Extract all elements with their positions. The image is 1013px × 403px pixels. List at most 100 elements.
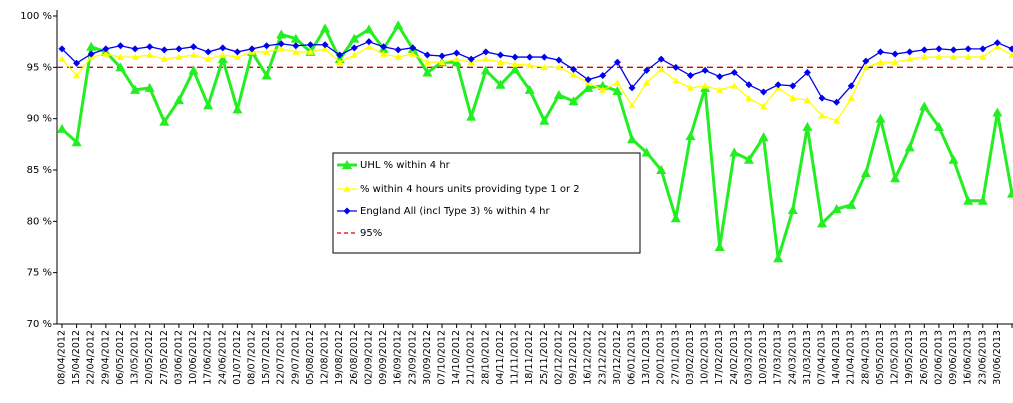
x-tick-label: 26/08/2012 [349, 330, 360, 385]
marker [833, 117, 841, 124]
x-tick-label: 18/11/2012 [524, 330, 535, 385]
x-tick-label: 01/07/2012 [232, 330, 243, 385]
marker [553, 90, 564, 100]
marker [495, 79, 506, 89]
marker [760, 102, 768, 110]
marker [597, 80, 608, 90]
marker [891, 50, 899, 58]
marker [627, 134, 637, 144]
marker [686, 72, 694, 80]
marker [510, 64, 521, 74]
marker [320, 23, 331, 33]
marker [263, 42, 271, 50]
marker [964, 45, 972, 53]
y-tick-label: 75 % [27, 268, 52, 279]
marker [950, 53, 958, 60]
marker [175, 53, 183, 60]
marker [511, 53, 519, 61]
x-tick-label: 16/06/2013 [963, 330, 974, 385]
marker [380, 43, 388, 51]
marker [321, 41, 329, 49]
marker [173, 95, 184, 105]
marker [875, 113, 886, 123]
marker [643, 66, 651, 74]
marker [714, 242, 725, 251]
marker [394, 53, 402, 60]
marker [672, 63, 680, 71]
x-tick-label: 02/09/2012 [363, 330, 374, 385]
marker [423, 51, 431, 59]
marker [818, 94, 826, 102]
series [58, 43, 1013, 124]
marker [263, 48, 271, 55]
marker [482, 48, 490, 56]
marker [876, 48, 884, 56]
marker [920, 53, 928, 60]
marker [480, 65, 491, 75]
x-tick-label: 21/04/2013 [846, 330, 857, 385]
marker [393, 20, 404, 30]
x-tick-label: 14/04/2013 [831, 330, 842, 385]
marker [409, 50, 417, 57]
marker [219, 44, 227, 52]
marker [190, 43, 198, 51]
marker [745, 81, 753, 89]
marker [204, 55, 212, 62]
marker [86, 41, 97, 51]
x-tick-label: 23/12/2012 [597, 330, 608, 385]
marker [144, 82, 155, 92]
marker [146, 43, 154, 51]
x-tick-label: 19/05/2013 [904, 330, 915, 385]
marker [350, 51, 358, 58]
marker [584, 76, 592, 84]
marker [773, 253, 784, 263]
x-tick-label: 28/10/2012 [480, 330, 491, 385]
marker [789, 94, 797, 101]
x-tick-label: 09/09/2012 [378, 330, 389, 385]
x-tick-label: 05/08/2012 [305, 330, 316, 385]
marker [670, 213, 681, 223]
x-tick-label: 23/09/2012 [407, 330, 418, 385]
x-tick-label: 22/04/2012 [86, 330, 97, 385]
marker [643, 79, 651, 86]
x-tick-label: 16/12/2012 [583, 330, 594, 385]
marker [862, 57, 870, 65]
marker [730, 68, 738, 76]
marker [641, 147, 652, 157]
marker [760, 88, 768, 96]
legend-box [332, 152, 641, 254]
marker [599, 86, 607, 93]
marker [919, 101, 930, 111]
marker [993, 43, 1001, 50]
marker [774, 81, 782, 89]
marker [73, 59, 81, 67]
marker [992, 107, 1003, 117]
marker [71, 137, 82, 147]
marker [803, 96, 811, 103]
x-tick-label: 28/04/2013 [860, 330, 871, 385]
marker [906, 55, 914, 62]
marker [555, 63, 563, 71]
x-tick-label: 15/04/2012 [71, 330, 82, 385]
marker [349, 33, 360, 43]
marker [422, 67, 433, 77]
x-tick-label: 30/09/2012 [422, 330, 433, 385]
marker [350, 44, 358, 52]
x-tick-label: 12/05/2013 [890, 330, 901, 385]
marker [979, 53, 987, 60]
marker [950, 46, 958, 54]
marker [306, 48, 314, 55]
marker [453, 49, 461, 57]
marker [729, 147, 740, 157]
marker [102, 50, 110, 57]
marker [847, 94, 855, 101]
marker [977, 195, 988, 205]
marker [365, 38, 373, 46]
marker [599, 72, 607, 80]
marker [87, 50, 95, 58]
x-tick-label: 10/02/2013 [700, 330, 711, 385]
marker [524, 84, 535, 94]
marker [656, 165, 667, 174]
marker [963, 195, 974, 205]
marker [409, 44, 417, 52]
